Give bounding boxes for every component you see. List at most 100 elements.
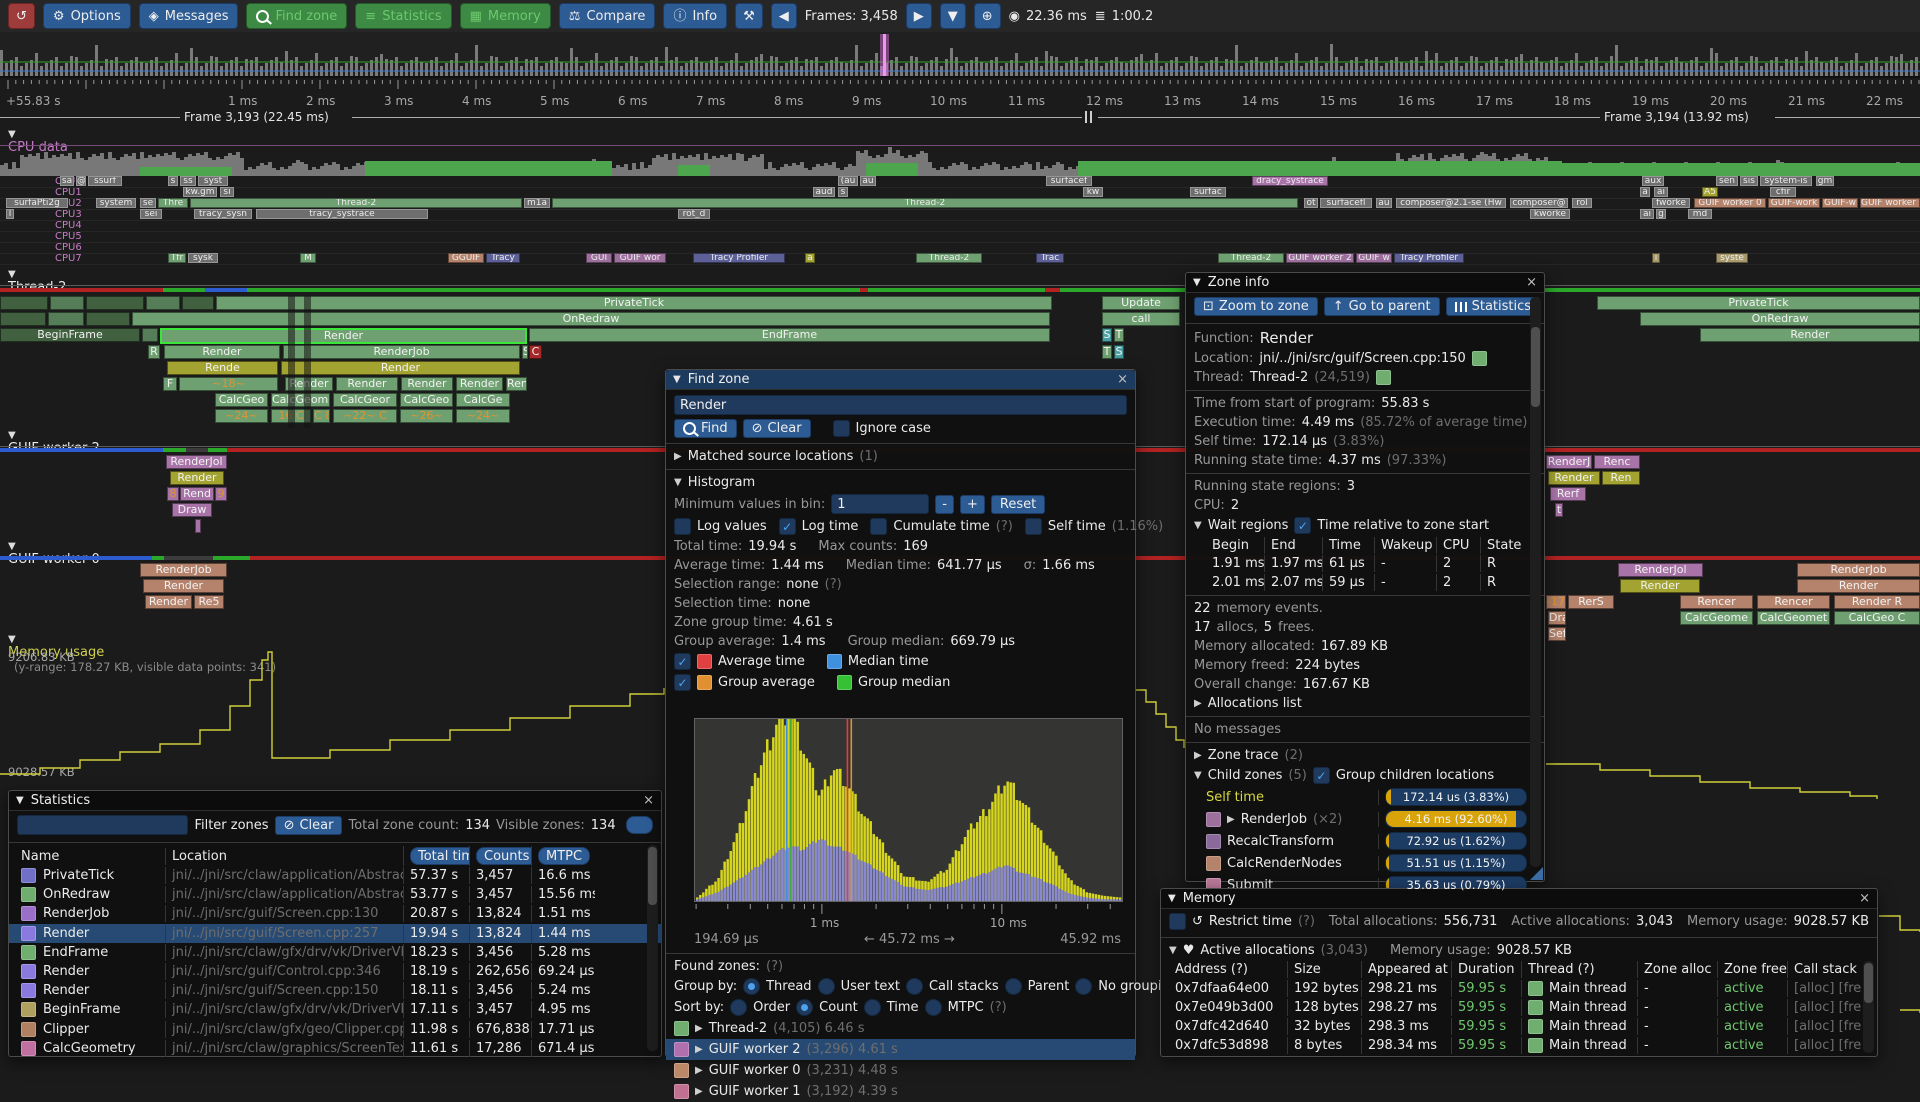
timeline-zone[interactable]: Ren bbox=[1602, 471, 1640, 485]
cpu-zone[interactable]: aux bbox=[1642, 176, 1664, 186]
cpu-zone[interactable]: GUIF worker 0 bbox=[1694, 198, 1766, 208]
timeline-zone[interactable]: RenderJob bbox=[1797, 563, 1920, 577]
timeline-zone[interactable]: Rende bbox=[167, 361, 278, 375]
timeline-zone[interactable]: F bbox=[163, 377, 177, 391]
matched-locations-row[interactable]: ▶ Matched source locations (1) bbox=[666, 447, 1135, 466]
radio-button[interactable] bbox=[1004, 978, 1022, 995]
cpu-zone[interactable]: au bbox=[860, 176, 876, 186]
radio-button[interactable] bbox=[863, 999, 881, 1016]
timeline-zone[interactable]: ~18~ bbox=[179, 377, 278, 391]
timeline-zone[interactable]: 8 bbox=[167, 487, 179, 501]
section-header-guif-worker-2[interactable]: ▼GUIF worker 2 bbox=[8, 430, 100, 456]
cpu-zone[interactable]: kworke bbox=[1530, 209, 1570, 219]
memory-col[interactable]: Appeared at bbox=[1361, 961, 1451, 978]
timeline-zone[interactable]: RenderJ bbox=[1546, 455, 1592, 469]
col-counts[interactable]: Counts bbox=[469, 846, 531, 866]
checkbox[interactable] bbox=[870, 518, 888, 535]
zone-trace-row[interactable]: ▶ Zone trace (2) bbox=[1186, 746, 1544, 765]
allocation-row[interactable]: 0x7dfc42d640 32 bytes 298.3 ms 59.95 s Main … bbox=[1161, 1017, 1877, 1036]
prev-frame-button[interactable]: ◀ bbox=[770, 3, 797, 29]
timeline-zone[interactable]: S bbox=[1102, 328, 1112, 342]
find-button[interactable]: Find bbox=[674, 419, 737, 438]
timeline-zone[interactable]: Rend bbox=[180, 487, 214, 501]
timeline-zone[interactable] bbox=[195, 519, 201, 533]
cpu-zone[interactable]: system bbox=[96, 198, 136, 208]
expand-icon[interactable]: ▶ bbox=[1194, 750, 1202, 761]
timeline-zone[interactable]: 9 bbox=[215, 487, 227, 501]
cpu-zone[interactable]: kw bbox=[1083, 187, 1103, 197]
source-swatch[interactable] bbox=[1471, 351, 1487, 366]
col-total-time[interactable]: Total time bbox=[403, 846, 469, 866]
cpu-zone[interactable]: md bbox=[1688, 209, 1712, 219]
radio-button[interactable] bbox=[730, 999, 748, 1016]
cpu-zone[interactable]: Thre bbox=[158, 198, 188, 208]
zone-info-scroll-thumb[interactable] bbox=[1531, 327, 1540, 407]
memory-button[interactable]: ▦ Memory bbox=[459, 3, 551, 29]
stats-row[interactable]: Render jni/../jni/src/guif/Screen.cpp:150… bbox=[9, 981, 661, 1000]
tools-button[interactable]: ⚒ bbox=[735, 3, 763, 29]
collapse-icon[interactable]: ▼ bbox=[1194, 770, 1202, 781]
decrement-button[interactable]: - bbox=[935, 494, 954, 514]
cpu-zone[interactable]: Tfr bbox=[168, 253, 186, 263]
filter-input[interactable] bbox=[17, 815, 189, 835]
timeline-zone[interactable]: Render bbox=[336, 377, 398, 391]
cpu-zone[interactable]: (au bbox=[838, 176, 858, 186]
timeline-zone[interactable]: RenderJol bbox=[1618, 563, 1703, 577]
radio-button[interactable] bbox=[796, 999, 814, 1016]
cpu-zone[interactable]: GUI bbox=[586, 253, 612, 263]
memory-col[interactable]: Address (?) bbox=[1169, 961, 1287, 978]
cpu-zone[interactable]: sen bbox=[1716, 176, 1738, 186]
resize-grip[interactable] bbox=[1530, 867, 1543, 880]
cut-button[interactable] bbox=[625, 816, 653, 834]
cpu-zone[interactable]: Tracy Profiler bbox=[1394, 253, 1464, 263]
found-group-row[interactable]: ▶ Thread-2 (4,105) 6.46 s bbox=[666, 1018, 1135, 1039]
cpu-zone[interactable]: si bbox=[220, 187, 234, 197]
timeline-zone[interactable]: EndFrame bbox=[529, 328, 1050, 342]
timeline-zone[interactable]: Render bbox=[1548, 471, 1600, 485]
cpu-zone[interactable]: a bbox=[1640, 187, 1650, 197]
cpu-zone[interactable]: rol bbox=[1572, 198, 1592, 208]
collapse-icon[interactable]: ▼ bbox=[1194, 520, 1202, 531]
collapse-icon[interactable]: ▼ bbox=[16, 795, 24, 806]
statistics-button[interactable]: ≡ Statistics bbox=[355, 3, 452, 29]
cpu-zone[interactable]: Thread-2 bbox=[1218, 253, 1284, 263]
timeline-zone[interactable]: T bbox=[1114, 328, 1124, 342]
timeline-zone[interactable]: OnRedraw bbox=[1640, 312, 1920, 326]
timeline-zone[interactable]: BeginFrame bbox=[0, 328, 140, 342]
timeline-zone[interactable] bbox=[0, 296, 48, 310]
timeline-zone[interactable]: Render bbox=[170, 471, 224, 485]
checkbox[interactable]: ✓ bbox=[1312, 767, 1330, 784]
cpu-zone[interactable]: M bbox=[300, 253, 316, 263]
timeline-zone[interactable]: OnRedraw bbox=[132, 312, 1050, 326]
timeline-zone[interactable]: C bbox=[529, 345, 542, 359]
checkbox[interactable] bbox=[1169, 913, 1186, 930]
stats-scrollbar[interactable] bbox=[647, 845, 658, 1051]
timeline-zone[interactable]: R bbox=[148, 345, 160, 359]
memory-scrollbar[interactable] bbox=[1863, 961, 1874, 1053]
timeline-zone[interactable]: RerS bbox=[1568, 595, 1614, 609]
checkbox[interactable]: ✓ bbox=[1294, 517, 1312, 534]
cpu-zone[interactable]: a bbox=[805, 253, 815, 263]
cpu-data-header[interactable]: ▼ CPU data bbox=[8, 129, 68, 155]
cpu-zone[interactable]: ssurf bbox=[88, 176, 122, 186]
collapse-icon[interactable]: ▼ bbox=[1169, 945, 1177, 956]
cpu-zone[interactable]: Thread-2 bbox=[552, 198, 1298, 208]
location-row[interactable]: Location: jni/../jni/src/guif/Screen.cpp:… bbox=[1186, 349, 1544, 368]
timeline-zone[interactable]: RenderJob bbox=[283, 345, 520, 359]
expand-icon[interactable]: ▶ bbox=[695, 1065, 703, 1076]
collapse-icon[interactable]: ▼ bbox=[1193, 277, 1201, 288]
cpu-zone[interactable]: surfac bbox=[1190, 187, 1226, 197]
allocation-row[interactable]: 0x7e049b3d00 128 bytes 298.27 ms 59.95 s Mai… bbox=[1161, 998, 1877, 1017]
timeline-zone[interactable]: CalcGeome bbox=[271, 393, 330, 407]
stats-row[interactable]: Render jni/../jni/src/guif/Screen.cpp:257… bbox=[9, 923, 661, 943]
cpu-zone[interactable]: kw.gm bbox=[183, 187, 217, 197]
timeline-zone[interactable]: Rencer bbox=[1680, 595, 1753, 609]
clear-button[interactable]: ⊘ Clear bbox=[742, 419, 811, 438]
timeline-zone[interactable]: ~26~ bbox=[400, 409, 453, 423]
cpu-zone[interactable]: rot_d bbox=[678, 209, 710, 219]
timeline-zone[interactable]: Render bbox=[145, 595, 192, 609]
memory-col[interactable]: Size bbox=[1287, 961, 1361, 978]
expand-icon[interactable]: ▶ bbox=[674, 451, 682, 462]
cpu-zone[interactable]: cfir bbox=[1770, 187, 1796, 197]
cpu-zone[interactable]: surfacef bbox=[1046, 176, 1092, 186]
